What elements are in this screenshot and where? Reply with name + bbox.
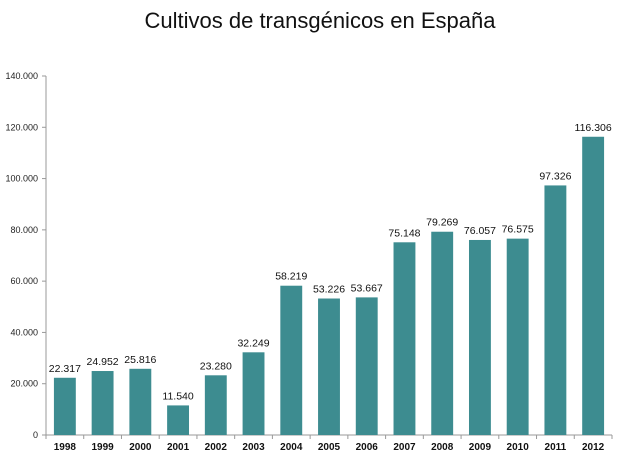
x-tick-label-2007: 2007 <box>393 442 416 453</box>
bar-2010 <box>506 238 529 435</box>
y-tick-label: 40.000 <box>10 327 38 337</box>
x-tick-label-2006: 2006 <box>356 442 379 453</box>
x-tick-label-2010: 2010 <box>507 442 530 453</box>
data-label-2011: 97.326 <box>539 170 571 182</box>
x-tick-label-2004: 2004 <box>280 442 303 453</box>
data-label-2012: 116.306 <box>575 122 612 134</box>
data-label-2005: 53.226 <box>313 284 345 296</box>
data-label-2007: 75.148 <box>388 227 420 239</box>
x-tick-label-2009: 2009 <box>469 442 492 453</box>
y-tick-label: 0 <box>33 430 38 440</box>
bar-2000 <box>129 368 152 435</box>
bar-2003 <box>242 352 265 435</box>
x-tick-label-2008: 2008 <box>431 442 454 453</box>
x-tick-label-2005: 2005 <box>318 442 341 453</box>
bar-1999 <box>91 371 114 435</box>
y-tick-label: 20.000 <box>10 379 38 389</box>
bars <box>53 136 605 435</box>
bar-2011 <box>544 185 567 435</box>
x-axis: 1998 1999 2000 2001 2002 2003 2004 2005 2006 2007… <box>45 434 613 453</box>
bar-2002 <box>204 375 227 435</box>
y-tick-label: 140.000 <box>5 71 38 81</box>
bar-2004 <box>280 285 303 435</box>
data-label-2008: 79.269 <box>426 217 458 229</box>
data-labels: 22.317 24.952 25.816 11.540 23.280 32.249 58.2… <box>49 122 612 403</box>
data-label-2001: 11.540 <box>162 390 193 402</box>
data-label-2003: 32.249 <box>237 337 269 349</box>
x-tick-label-2011: 2011 <box>545 442 567 453</box>
bar-2009 <box>468 239 491 435</box>
data-label-2002: 23.280 <box>200 360 232 372</box>
x-tick-label-1998: 1998 <box>54 442 77 453</box>
data-label-2006: 53.667 <box>351 282 383 294</box>
bar-2006 <box>355 297 378 435</box>
y-tick-label: 60.000 <box>10 276 38 286</box>
data-label-2004: 58.219 <box>275 271 307 283</box>
y-axis: 0 20.000 40.000 60.000 80.000 100.000 120.000 1… <box>5 71 47 440</box>
y-tick-label: 100.000 <box>5 174 38 184</box>
chart-title: Cultivos de transgénicos en España <box>144 8 496 33</box>
data-label-2000: 25.816 <box>124 354 156 366</box>
data-label-2009: 76.057 <box>464 225 496 237</box>
bar-2008 <box>431 231 454 435</box>
data-label-1999: 24.952 <box>87 356 119 368</box>
x-tick-label-2002: 2002 <box>205 442 228 453</box>
bar-1998 <box>53 377 76 435</box>
x-tick-label-2003: 2003 <box>242 442 265 453</box>
x-tick-label-2001: 2001 <box>167 442 190 453</box>
y-tick-label: 80.000 <box>10 225 38 235</box>
y-tick-label: 120.000 <box>5 122 38 132</box>
data-label-1998: 22.317 <box>49 363 81 375</box>
bar-2005 <box>318 298 340 435</box>
x-tick-label-2000: 2000 <box>129 442 152 453</box>
bar-2007 <box>393 242 416 435</box>
data-label-2010: 76.575 <box>502 224 534 236</box>
x-tick-label-2012: 2012 <box>582 442 605 453</box>
bar-2001 <box>167 405 190 435</box>
bar-2012 <box>582 136 605 435</box>
x-tick-label-1999: 1999 <box>91 442 114 453</box>
